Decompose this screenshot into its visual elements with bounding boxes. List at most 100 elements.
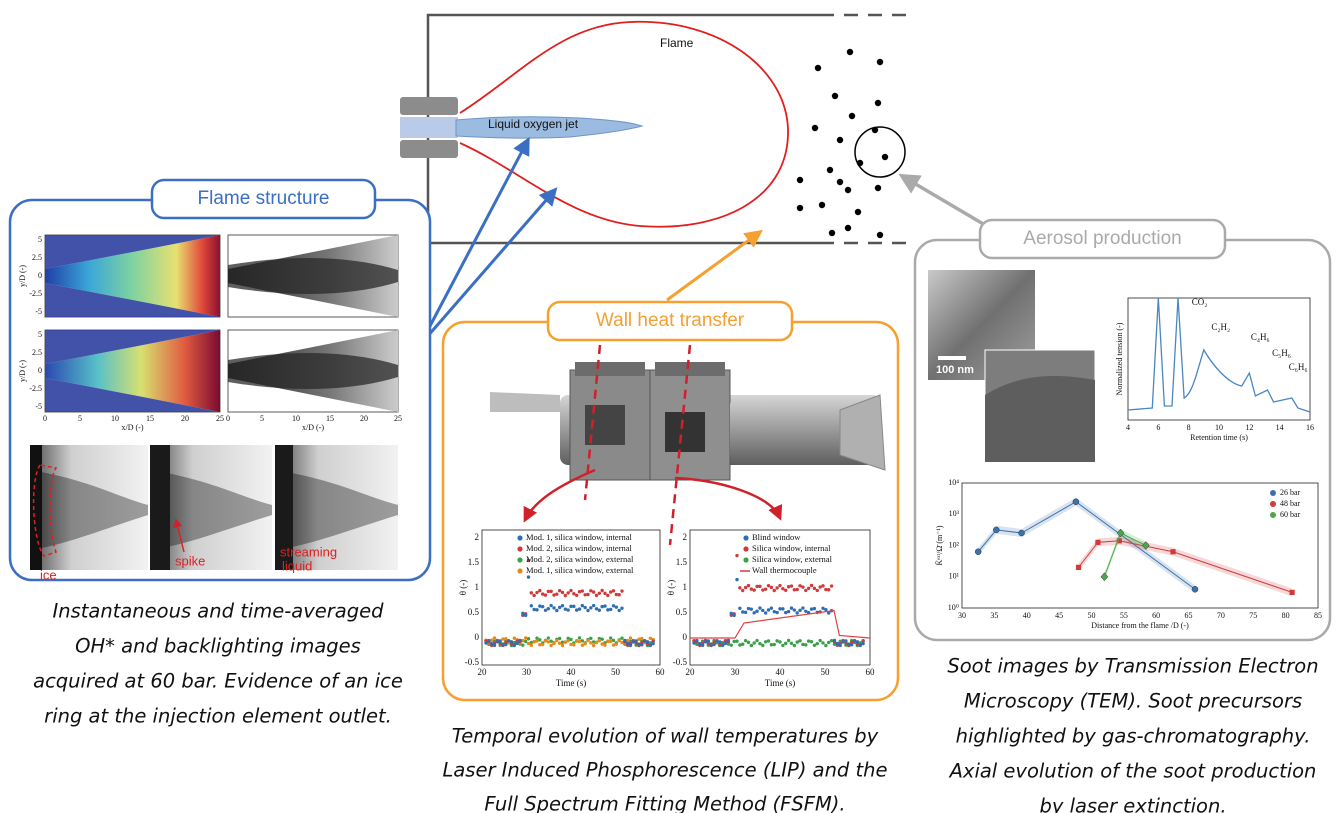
y-axis-label: θ (-) xyxy=(666,580,676,596)
y-tick-label: 1.5 xyxy=(676,557,688,567)
plot-marker xyxy=(489,641,494,646)
plot-marker xyxy=(798,639,802,643)
plot-marker xyxy=(775,639,779,643)
caption-line: highlighted by gas-chromatography. xyxy=(956,725,1311,748)
plot-marker xyxy=(1191,586,1199,593)
y-tick-label: -0.5 xyxy=(465,657,480,667)
x-tick-label: 15 xyxy=(146,414,154,423)
plot-marker xyxy=(552,593,556,597)
plot-marker xyxy=(815,588,819,593)
soot-particle xyxy=(846,48,854,56)
x-tick-label: 6 xyxy=(1156,423,1160,432)
plot-marker xyxy=(723,641,728,646)
plot-marker xyxy=(580,603,585,608)
plot-marker xyxy=(824,607,828,612)
x-tick-label: 20 xyxy=(181,414,189,423)
injector-top xyxy=(400,97,458,115)
plot-marker xyxy=(712,640,716,644)
plot-marker xyxy=(781,587,785,591)
caption-line: OH* and backlighting images xyxy=(75,635,361,658)
caption-line: Temporal evolution of wall temperatures … xyxy=(452,725,879,748)
soot-particle xyxy=(831,92,839,100)
y-tick-label: 2.5 xyxy=(32,348,42,357)
x-tick-label: 80 xyxy=(1282,611,1290,620)
plot-marker xyxy=(712,642,716,647)
plot-marker xyxy=(786,584,791,589)
plot-marker xyxy=(769,643,774,647)
x-axis-label: Time (s) xyxy=(556,678,586,688)
plot-marker xyxy=(546,640,551,644)
plot-marker xyxy=(538,638,542,642)
plot-marker xyxy=(523,636,528,640)
legend-marker xyxy=(517,568,523,574)
y-tick-label: 0 xyxy=(38,366,42,375)
plot-marker xyxy=(766,583,771,588)
plot-marker xyxy=(809,583,814,588)
plot-marker xyxy=(640,640,644,645)
streaming-shadow xyxy=(275,445,293,570)
caption-line: Full Spectrum Fitting Method (FSFM). xyxy=(484,793,845,813)
soot-particle xyxy=(876,231,884,239)
caption-line: Laser Induced Phosphorescence (LIP) and … xyxy=(442,759,887,782)
x-tick-label: 20 xyxy=(686,667,696,677)
x-tick-label: 35 xyxy=(990,611,998,620)
plot-marker xyxy=(769,606,774,610)
plot-frame xyxy=(1127,297,1311,421)
annotation: streaming xyxy=(280,544,337,559)
plot-marker xyxy=(526,637,531,641)
plot-marker xyxy=(555,592,559,596)
plot-marker xyxy=(569,604,573,609)
plot-marker xyxy=(749,643,754,648)
legend-marker xyxy=(1270,490,1276,496)
plot-marker xyxy=(614,605,619,609)
plot-marker xyxy=(529,640,534,645)
plot-marker xyxy=(591,643,596,648)
plot-marker xyxy=(617,638,621,643)
rig-window xyxy=(665,412,705,452)
rig-top-flange xyxy=(655,362,725,376)
x-tick-label: 5 xyxy=(260,414,264,423)
plot-marker xyxy=(614,642,619,646)
plot-marker xyxy=(557,605,562,610)
soot-particle xyxy=(854,208,862,216)
plot-marker xyxy=(492,636,497,640)
panel-title-box xyxy=(978,218,1227,260)
plot-marker xyxy=(692,641,696,645)
plot-marker xyxy=(855,640,860,644)
legend-marker xyxy=(1270,512,1276,518)
plot-marker xyxy=(789,584,794,588)
x-tick-label: 50 xyxy=(821,667,831,677)
plot-marker xyxy=(645,642,650,646)
plot-marker xyxy=(538,642,542,647)
legend-label: 48 bar xyxy=(1280,499,1301,508)
plot-marker xyxy=(746,606,751,611)
y-tick-label: 5 xyxy=(38,330,42,339)
x-tick-label: 40 xyxy=(567,667,577,677)
plot-marker xyxy=(766,608,771,612)
y-tick-label: 1.5 xyxy=(468,557,480,567)
plot-marker xyxy=(521,643,525,647)
plot-marker xyxy=(594,593,599,598)
plot-marker xyxy=(563,593,568,598)
plot-marker xyxy=(732,613,736,618)
plot-marker xyxy=(506,639,511,643)
plot-marker xyxy=(580,589,585,593)
soot-particle xyxy=(818,201,826,209)
x-tick-label: 50 xyxy=(1087,611,1095,620)
x-tick-label: 60 xyxy=(1152,611,1160,620)
plot-marker xyxy=(827,640,831,645)
plot-marker xyxy=(812,606,817,611)
x-tick-label: 60 xyxy=(866,667,876,677)
x-tick-label: 0 xyxy=(226,414,230,423)
plot-marker xyxy=(763,611,768,615)
plot-marker xyxy=(549,603,553,608)
plot-marker xyxy=(586,638,590,643)
plot-marker xyxy=(804,609,808,614)
plot-marker xyxy=(498,639,502,643)
uncertainty-band xyxy=(1104,529,1146,581)
y-axis-label: K̄ᵉˣᵗ/Ω̄ (m⁻¹) xyxy=(935,525,944,565)
plot-marker xyxy=(552,606,556,610)
plot-marker xyxy=(566,591,570,595)
